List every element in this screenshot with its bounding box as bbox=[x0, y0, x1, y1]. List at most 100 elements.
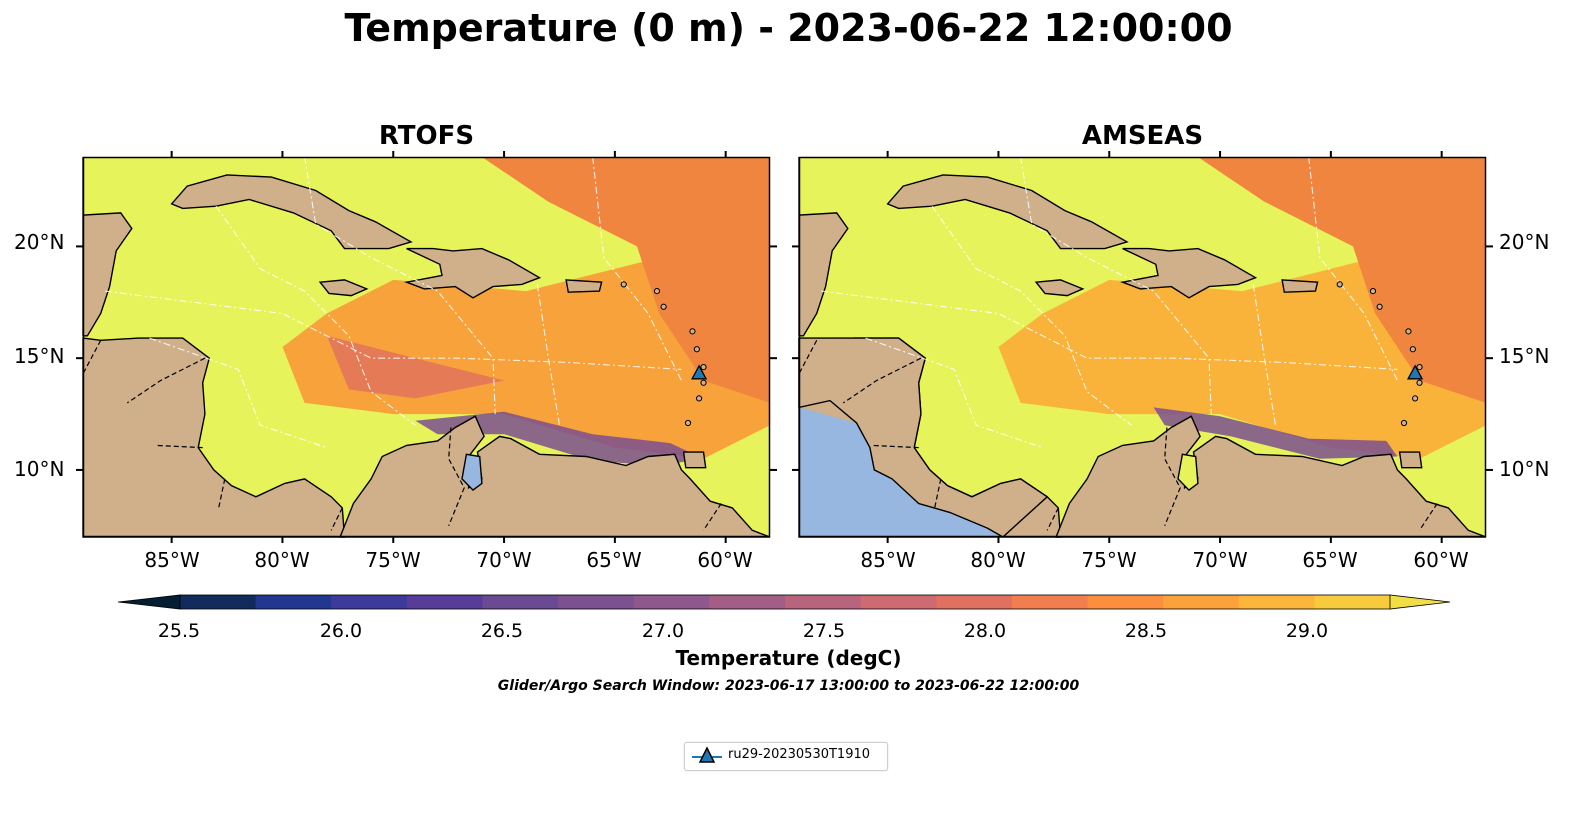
ocean-upwelling-region bbox=[1153, 407, 1398, 459]
country-border bbox=[217, 478, 226, 511]
lon-label-p1-85w: 85°W bbox=[144, 548, 200, 572]
country-border bbox=[126, 357, 206, 404]
island bbox=[1405, 328, 1412, 335]
colorbar-segment bbox=[255, 595, 332, 609]
country-border bbox=[82, 340, 102, 375]
colorbar-frame bbox=[179, 594, 1391, 610]
lon-label-p1-80w: 80°W bbox=[254, 548, 310, 572]
island bbox=[700, 364, 707, 371]
island bbox=[1369, 288, 1377, 295]
ocean-east-region bbox=[1197, 157, 1486, 403]
search-window-text: Glider/Argo Search Window: 2023-06-17 13… bbox=[497, 678, 1080, 694]
land-hispaniola bbox=[404, 247, 542, 299]
country-border bbox=[842, 357, 922, 404]
colorbar-segment bbox=[558, 595, 635, 609]
triangle-marker-icon bbox=[692, 746, 722, 763]
colorbar-tick-25-5: 25.5 bbox=[157, 620, 201, 642]
island bbox=[689, 328, 696, 335]
colorbar-tick-26-5: 26.5 bbox=[480, 620, 524, 642]
lat-label-right-10: 10°N bbox=[1499, 457, 1550, 481]
map-frame bbox=[798, 156, 1487, 538]
colorbar-segment bbox=[1011, 595, 1088, 609]
lake-maracaibo bbox=[1177, 453, 1199, 492]
lat-label-left-15: 15°N bbox=[14, 344, 65, 368]
eez-boundary bbox=[1020, 156, 1212, 415]
colorbar-segment bbox=[860, 595, 937, 609]
lon-label-p1-70w: 70°W bbox=[476, 548, 532, 572]
colorbar-tick-28-0: 28.0 bbox=[963, 620, 1007, 642]
land-yucatan bbox=[798, 157, 849, 337]
island bbox=[620, 281, 627, 288]
colorbar-segment bbox=[936, 595, 1013, 609]
lake-maracaibo bbox=[461, 453, 483, 492]
colorbar-segment bbox=[180, 595, 257, 609]
country-border bbox=[702, 503, 722, 531]
land-cuba bbox=[170, 174, 413, 250]
eez-boundary bbox=[304, 156, 496, 415]
colorbar-label: Temperature (degC) bbox=[675, 646, 902, 670]
ocean-warm-band bbox=[998, 224, 1486, 459]
ocean-cool-swirl bbox=[326, 335, 505, 399]
land-hispaniola bbox=[1120, 247, 1258, 299]
lat-label-right-20: 20°N bbox=[1499, 230, 1550, 254]
lon-label-p2-85w: 85°W bbox=[860, 548, 916, 572]
land-trinidad bbox=[682, 451, 707, 469]
glider-marker-icon bbox=[1406, 364, 1424, 380]
lon-label-p1-75w: 75°W bbox=[365, 548, 421, 572]
island bbox=[695, 395, 703, 402]
land-jamaica bbox=[1034, 279, 1085, 297]
colorbar-tick-27-0: 27.0 bbox=[641, 620, 685, 642]
land-puertorico bbox=[565, 279, 603, 293]
colorbar-segment bbox=[1238, 595, 1315, 609]
colorbar-segment bbox=[482, 595, 559, 609]
land-puertorico bbox=[1281, 279, 1319, 293]
land-cuba bbox=[886, 174, 1129, 250]
island bbox=[693, 346, 700, 353]
panel-title-rtofs: RTOFS bbox=[378, 121, 475, 151]
land-yucatan bbox=[82, 157, 133, 337]
island bbox=[660, 303, 667, 310]
country-border bbox=[798, 340, 818, 375]
lon-label-p2-60w: 60°W bbox=[1413, 548, 1469, 572]
eez-boundary bbox=[865, 337, 1043, 449]
land-southamerica bbox=[1055, 415, 1487, 538]
colorbar-segment bbox=[1163, 595, 1240, 609]
colorbar-extend-min bbox=[117, 594, 181, 610]
country-border bbox=[330, 507, 343, 531]
colorbar-tick-29-0: 29.0 bbox=[1285, 620, 1329, 642]
colorbar bbox=[117, 594, 1451, 610]
lon-label-p2-70w: 70°W bbox=[1192, 548, 1248, 572]
map-frame bbox=[82, 156, 771, 538]
pacific-coast-overlay bbox=[799, 407, 1003, 537]
lon-label-p1-60w: 60°W bbox=[697, 548, 753, 572]
island bbox=[1376, 303, 1383, 310]
land-jamaica bbox=[318, 279, 369, 297]
eez-boundary bbox=[931, 205, 1132, 426]
country-border bbox=[1046, 507, 1059, 531]
land-central bbox=[82, 337, 346, 538]
lon-label-p2-80w: 80°W bbox=[970, 548, 1026, 572]
colorbar-segment bbox=[406, 595, 483, 609]
legend-label-glider: ru29-20230530T1910 bbox=[728, 747, 871, 762]
lat-label-left-10: 10°N bbox=[14, 457, 65, 481]
island bbox=[684, 419, 692, 427]
colorbar-tick-26-0: 26.0 bbox=[319, 620, 363, 642]
map-panel-amseas bbox=[792, 151, 1493, 543]
colorbar-segment bbox=[785, 595, 862, 609]
colorbar-segment bbox=[331, 595, 408, 609]
island bbox=[653, 288, 661, 295]
land-southamerica bbox=[339, 415, 771, 538]
colorbar-segment bbox=[633, 595, 710, 609]
ocean-upwelling-region bbox=[415, 411, 704, 466]
eez-boundary bbox=[215, 205, 416, 426]
colorbar-segment bbox=[1087, 595, 1164, 609]
island bbox=[1416, 379, 1423, 386]
lat-label-right-15: 15°N bbox=[1499, 344, 1550, 368]
main-title: Temperature (0 m) - 2023-06-22 12:00:00 bbox=[344, 6, 1233, 50]
island bbox=[1336, 281, 1343, 288]
country-border bbox=[1418, 503, 1438, 531]
colorbar-extend-max bbox=[1389, 594, 1451, 610]
lon-label-p2-65w: 65°W bbox=[1302, 548, 1358, 572]
glider-marker-icon bbox=[690, 364, 708, 380]
island bbox=[700, 379, 707, 386]
